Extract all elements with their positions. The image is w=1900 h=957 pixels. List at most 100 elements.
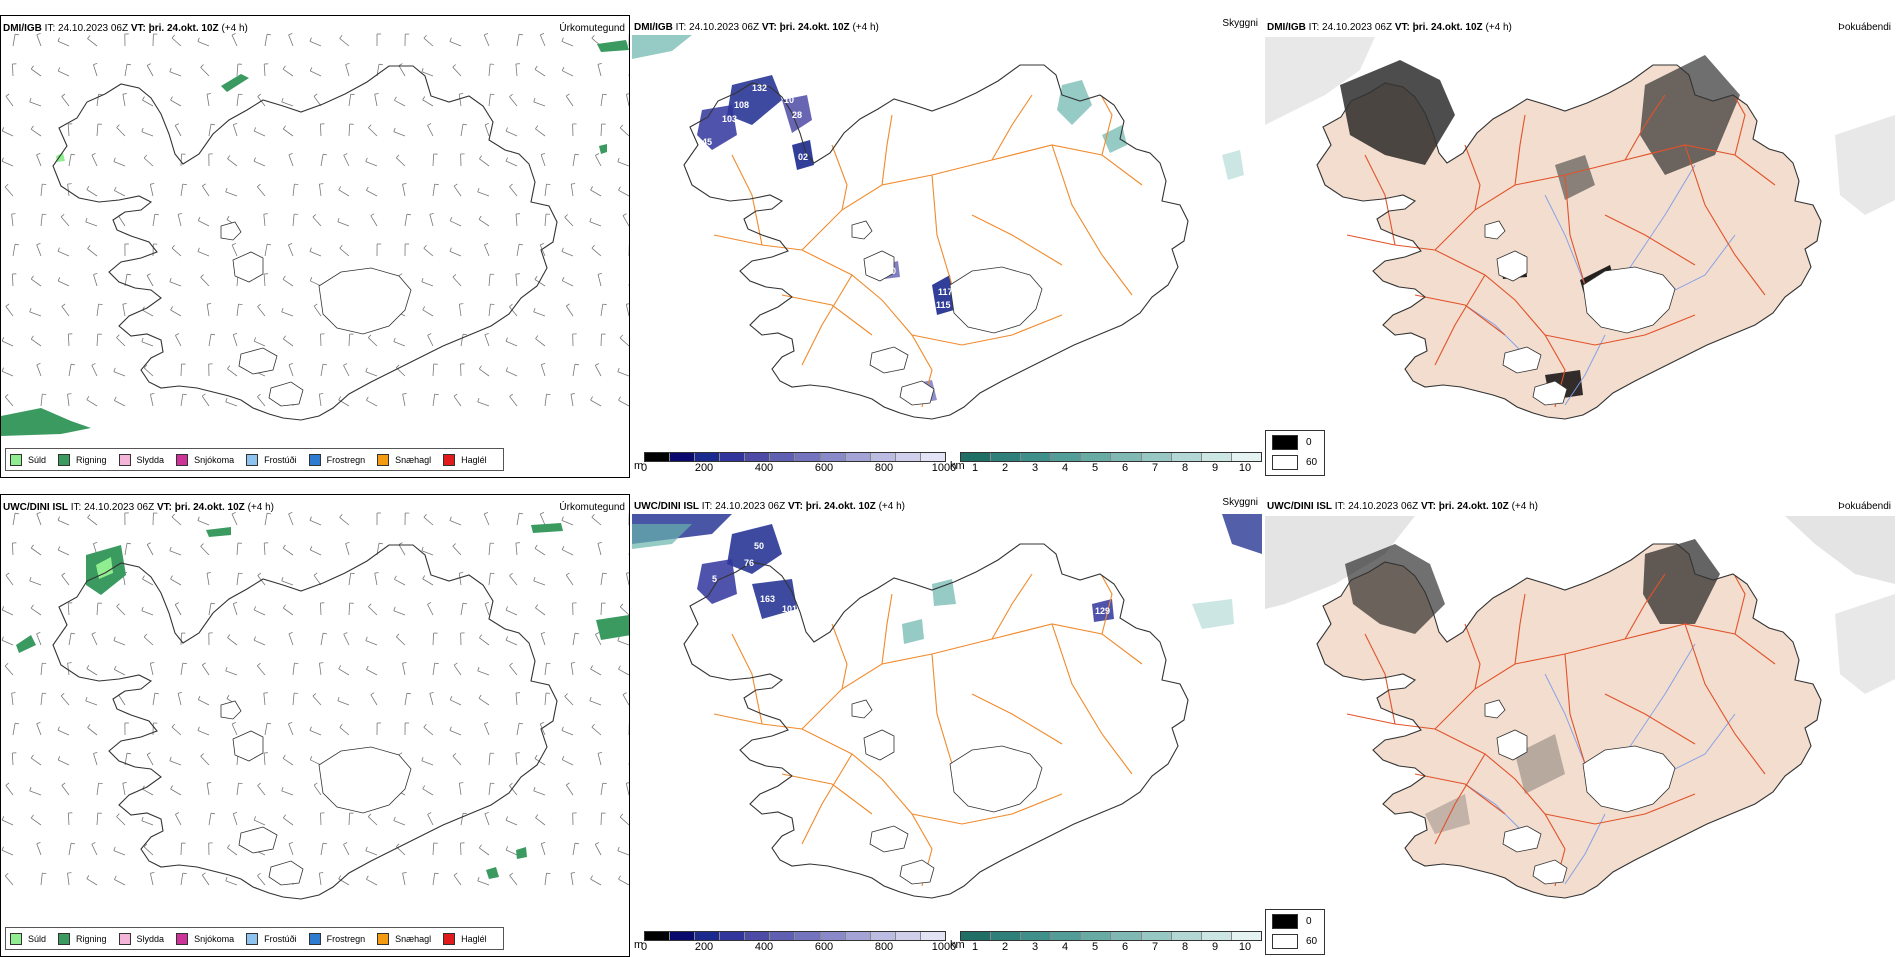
wind-barb	[144, 368, 153, 376]
wind-barb-feather	[226, 877, 227, 881]
wind-barb-feather	[31, 126, 33, 129]
colorbar-tick: 600	[815, 462, 833, 474]
wind-barb-feather	[171, 307, 173, 311]
wind-barb-feather	[366, 187, 368, 191]
wind-barb	[123, 94, 125, 106]
wind-barb	[58, 41, 69, 46]
wind-barb	[339, 879, 349, 885]
wind-barb-feather	[31, 545, 33, 548]
wind-barb	[264, 214, 265, 226]
wind-barb-feather	[598, 752, 602, 753]
wind-barb	[573, 364, 575, 376]
wind-barb	[181, 663, 183, 675]
wind-barb-feather	[6, 94, 9, 96]
height-label: 163	[760, 594, 775, 604]
wind-barb	[405, 693, 407, 705]
wind-barb	[626, 304, 629, 316]
wind-barb	[265, 34, 267, 46]
wind-barb-feather	[71, 364, 75, 365]
wind-barb	[562, 760, 573, 765]
wind-barb	[37, 155, 41, 166]
wind-barb-feather	[506, 128, 508, 132]
wind-barb-feather	[344, 633, 348, 635]
wind-barb-feather	[202, 873, 205, 875]
wind-barb-feather	[178, 213, 182, 214]
wind-barb-feather	[2, 158, 4, 162]
wind-barb	[516, 693, 517, 705]
wind-barb-feather	[394, 97, 396, 101]
legend-swatch	[10, 454, 22, 466]
wind-barb	[69, 154, 71, 166]
wind-barb	[565, 696, 573, 705]
wind-barb-feather	[232, 33, 236, 35]
colorbar-tick: 1	[972, 462, 978, 474]
wind-barb	[591, 669, 601, 675]
wind-barb	[375, 573, 377, 585]
visibility-map: 108 132 103 10 28 9 02 45 117 115 10 96	[632, 15, 1262, 478]
wind-barb	[595, 155, 601, 166]
road	[992, 95, 1032, 160]
wind-barb-feather	[31, 755, 33, 758]
colorbar-cell	[1142, 453, 1172, 461]
wind-barb-feather	[114, 158, 115, 162]
wind-barb	[479, 698, 489, 705]
wind-barb	[424, 248, 433, 256]
wind-barb	[92, 634, 97, 645]
wind-barb	[233, 604, 237, 615]
wind-barb	[629, 543, 630, 555]
road	[972, 694, 1062, 744]
wind-barb	[31, 818, 41, 825]
wind-barb-feather	[170, 547, 171, 551]
wind-barb-feather	[143, 576, 145, 580]
wind-barb-feather	[366, 637, 368, 641]
wind-barb	[264, 543, 265, 555]
wind-barb	[344, 365, 350, 376]
wind-barb-feather	[618, 158, 619, 162]
wind-barb-feather	[254, 637, 256, 641]
wind-barb-feather	[506, 846, 508, 850]
wind-barb	[510, 576, 518, 585]
wind-barb	[93, 65, 97, 76]
wind-barb-feather	[62, 304, 65, 306]
precip-legend-item: Snæhagl	[377, 454, 431, 466]
wind-barb	[31, 608, 41, 615]
wind-barb-feather	[147, 274, 150, 276]
colorbar-cell	[1051, 932, 1081, 940]
legend-swatch	[377, 933, 389, 945]
wind-barb	[545, 214, 546, 226]
road	[882, 115, 892, 185]
wind-barb-feather	[509, 783, 512, 786]
legend-label: Frostregn	[327, 934, 366, 944]
wind-barb-feather	[463, 334, 467, 335]
wind-barb	[506, 131, 517, 136]
colorbar-tick: 6	[1122, 462, 1128, 474]
wind-barb-feather	[201, 754, 204, 757]
wind-barb	[2, 850, 13, 855]
wind-barb-feather	[323, 843, 327, 844]
wind-barb-feather	[114, 666, 116, 670]
wind-barb	[258, 786, 265, 795]
wind-barb-feather	[423, 785, 425, 788]
wind-barb-feather	[506, 338, 508, 342]
wind-barb-feather	[620, 335, 623, 338]
wind-barb-feather	[58, 546, 60, 550]
wind-barb	[198, 521, 209, 526]
fog-legend-item: 60	[1272, 455, 1317, 470]
wind-barb	[349, 603, 350, 615]
wind-barb-feather	[351, 94, 355, 95]
wind-barb-feather	[535, 755, 537, 758]
wind-barb-feather	[142, 128, 143, 132]
wind-barb-feather	[371, 693, 374, 695]
wind-barb	[97, 813, 98, 825]
colorbar-cell	[745, 932, 770, 940]
wind-barb	[12, 64, 13, 76]
wind-barb-feather	[257, 394, 260, 397]
legend-swatch	[58, 454, 70, 466]
wind-barb-feather	[598, 63, 602, 64]
wind-barb	[562, 252, 573, 257]
wind-barb	[147, 545, 153, 556]
wind-barb	[368, 817, 377, 825]
wind-barb-feather	[68, 184, 72, 185]
precip-areas	[16, 523, 630, 879]
panel-visibility-row2: UWC/DINI ISL IT: 24.10.2023 06Z VT: þri.…	[632, 494, 1262, 957]
